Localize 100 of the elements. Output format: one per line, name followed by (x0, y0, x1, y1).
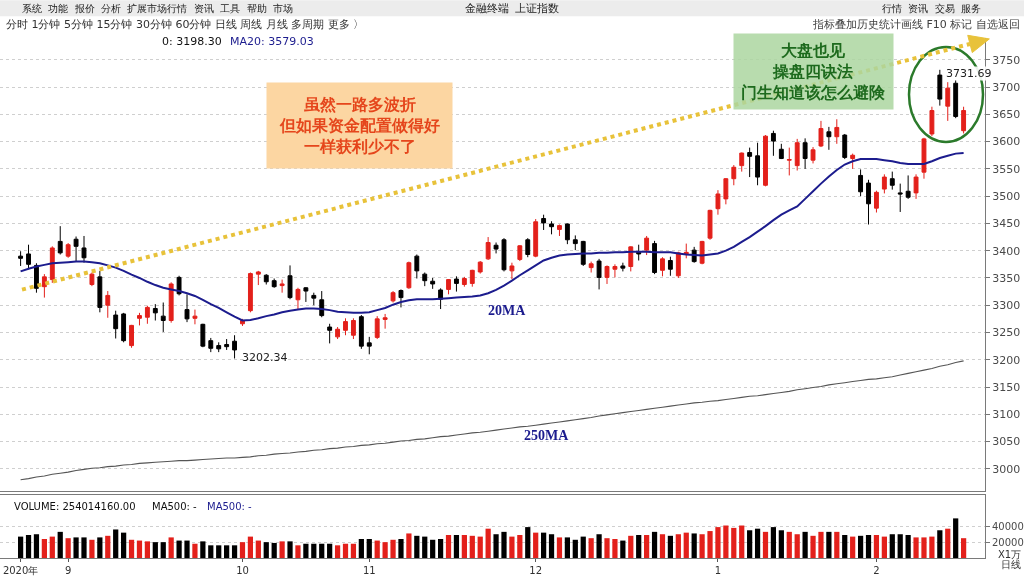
bar (842, 535, 848, 558)
bar (41, 538, 47, 558)
bar (644, 535, 650, 558)
candlestick (422, 272, 428, 287)
bar (477, 536, 483, 558)
candlestick (549, 220, 554, 235)
bar (881, 536, 887, 558)
candlestick (707, 209, 713, 241)
bar (525, 527, 531, 558)
bar (224, 545, 230, 558)
annotation: 3202.34 (242, 351, 288, 364)
bar (49, 536, 55, 558)
bar (628, 535, 634, 558)
candlestick (374, 315, 380, 340)
candlestick (358, 314, 364, 350)
candlestick (834, 118, 840, 145)
bar (548, 534, 555, 558)
candlestick (850, 153, 856, 170)
candlestick (660, 256, 665, 277)
bar (303, 543, 309, 558)
candlestick (770, 130, 776, 157)
candlestick (802, 137, 808, 170)
bar (152, 542, 158, 558)
candlestick (152, 303, 158, 321)
bar (747, 530, 753, 558)
bar (358, 538, 364, 558)
series-label: 20MA (488, 303, 527, 318)
bar (501, 531, 507, 558)
bar (208, 545, 214, 558)
bar (850, 536, 856, 558)
x-tick-label: 2 (873, 565, 880, 576)
bar (168, 537, 174, 558)
bar (430, 539, 436, 558)
bar (905, 535, 911, 558)
x-tick-label: 11 (362, 565, 376, 576)
candlestick (557, 224, 562, 237)
bar (572, 539, 578, 558)
bar (105, 535, 111, 558)
bar (81, 537, 87, 558)
bar (802, 531, 808, 558)
bar (319, 543, 325, 558)
candlestick (794, 138, 800, 172)
candlestick (620, 262, 626, 272)
y-tick-label: 3000 (992, 462, 1021, 476)
candlestick (810, 146, 816, 164)
y-tick-label: 3100 (992, 408, 1021, 422)
bar (683, 532, 689, 558)
candlestick (699, 240, 705, 265)
y-tick-label: 40000 (992, 520, 1024, 532)
candlestick (644, 235, 650, 256)
candlestick (414, 254, 420, 279)
x-tick-label: 12 (529, 565, 543, 576)
candlestick (604, 264, 610, 285)
candlestick (65, 242, 71, 259)
candlestick (588, 261, 594, 273)
candlestick (89, 272, 95, 287)
y-tick-label: 3050 (992, 435, 1021, 449)
bar (113, 529, 119, 558)
bar (231, 545, 238, 558)
candlestick (905, 174, 911, 200)
bar (762, 531, 769, 558)
candlestick (295, 287, 301, 310)
y-tick-label: 3250 (992, 326, 1021, 340)
candlestick (343, 317, 348, 336)
bar (651, 531, 658, 558)
x-tick-label: 1 (714, 565, 722, 576)
bar (176, 540, 182, 558)
y-tick-label: 3400 (992, 244, 1021, 258)
candlestick (897, 183, 903, 213)
candlestick (596, 258, 602, 290)
x-tick-label: 2020年 (2, 565, 39, 576)
bar (897, 534, 903, 558)
candlestick (501, 237, 507, 272)
bar (865, 535, 872, 558)
candlestick (675, 251, 681, 279)
candlestick (192, 309, 198, 325)
candlestick (628, 245, 634, 272)
bar (778, 530, 784, 558)
candlestick (826, 126, 832, 151)
y-tick-label: 3750 (992, 53, 1021, 67)
candlestick (97, 270, 103, 313)
bar (445, 535, 452, 558)
text: 指标叠加历史统计画线 F10 标记 自选返回 (812, 18, 1020, 31)
bar (731, 527, 737, 558)
bar (564, 537, 570, 558)
candlestick (778, 143, 784, 160)
annotation: VOLUME: 254014160.00 (14, 501, 136, 512)
bar (279, 541, 285, 558)
candlestick (279, 279, 285, 294)
bar (659, 534, 666, 558)
bar (374, 540, 380, 558)
candlestick (350, 317, 356, 340)
text: 系统 功能 报价 分析 扩展市场行情 资讯 工具 帮助 市场 (22, 3, 293, 14)
bar (263, 542, 269, 558)
candlestick (382, 313, 388, 330)
candlestick (208, 337, 214, 353)
bar (136, 540, 143, 558)
annotation: 虽然一路多波折但如果资金配置做得好一样获利少不了 (279, 95, 440, 156)
y-tick-label: 3650 (992, 108, 1021, 122)
candlestick (26, 244, 31, 270)
